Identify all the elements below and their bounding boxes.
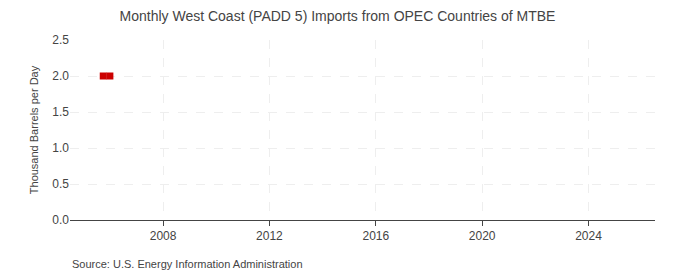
svg-text:2020: 2020 [469, 229, 496, 243]
svg-text:1.5: 1.5 [52, 105, 69, 119]
svg-text:2.5: 2.5 [52, 33, 69, 47]
svg-text:2.0: 2.0 [52, 69, 69, 83]
svg-text:0.0: 0.0 [52, 213, 69, 227]
svg-text:Monthly West Coast (PADD 5) Im: Monthly West Coast (PADD 5) Imports from… [120, 8, 556, 24]
svg-text:2012: 2012 [256, 229, 283, 243]
svg-text:Source: U.S. Energy Informatio: Source: U.S. Energy Information Administ… [72, 258, 303, 270]
svg-text:1.0: 1.0 [52, 141, 69, 155]
svg-text:2016: 2016 [362, 229, 389, 243]
svg-text:Thousand Barrels per Day: Thousand Barrels per Day [28, 65, 40, 194]
svg-text:0.5: 0.5 [52, 177, 69, 191]
svg-text:2008: 2008 [150, 229, 177, 243]
svg-text:2024: 2024 [575, 229, 602, 243]
